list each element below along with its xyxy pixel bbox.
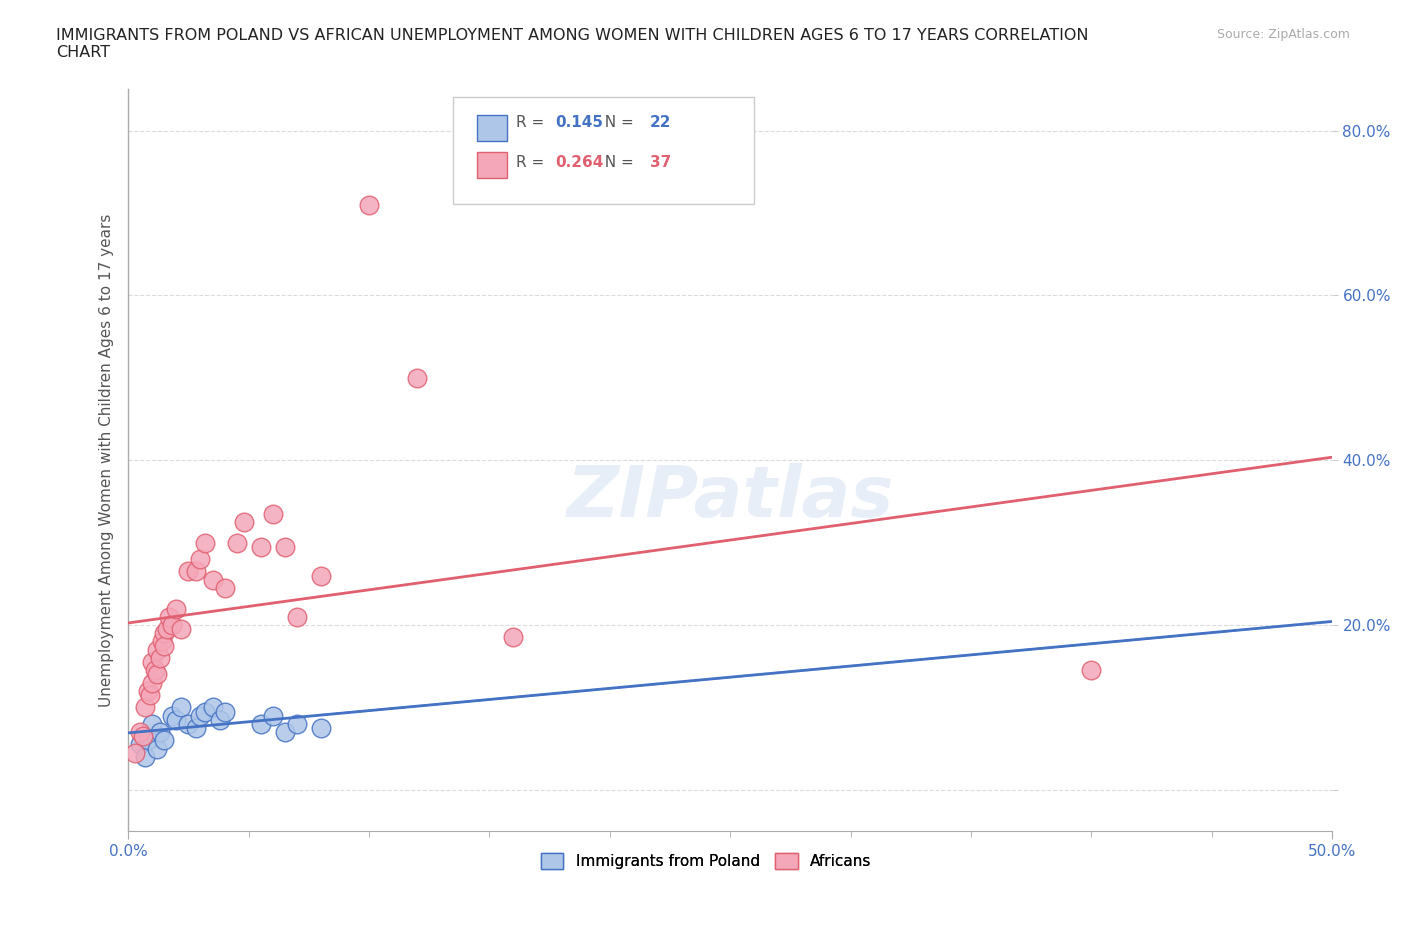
Point bbox=[139, 687, 162, 702]
Point bbox=[165, 601, 187, 616]
Text: 0.145: 0.145 bbox=[555, 115, 603, 130]
Text: R =: R = bbox=[516, 154, 548, 169]
Point bbox=[274, 724, 297, 739]
Point bbox=[232, 514, 254, 529]
Point bbox=[214, 704, 236, 719]
Point bbox=[406, 370, 429, 385]
Point bbox=[134, 750, 156, 764]
Point bbox=[190, 709, 212, 724]
Text: Source: ZipAtlas.com: Source: ZipAtlas.com bbox=[1216, 28, 1350, 41]
Point bbox=[134, 700, 156, 715]
Point bbox=[285, 609, 308, 624]
Text: N =: N = bbox=[595, 154, 638, 169]
Point bbox=[201, 700, 224, 715]
Point bbox=[146, 667, 169, 682]
Point bbox=[208, 712, 231, 727]
Point bbox=[309, 568, 332, 583]
Point bbox=[249, 716, 271, 731]
Point bbox=[262, 506, 284, 521]
Point bbox=[214, 580, 236, 595]
FancyBboxPatch shape bbox=[478, 115, 508, 141]
Point bbox=[129, 724, 152, 739]
Point bbox=[136, 684, 159, 698]
Point bbox=[225, 535, 247, 550]
Point bbox=[124, 745, 146, 760]
Point bbox=[274, 539, 297, 554]
Point bbox=[150, 634, 173, 649]
Point bbox=[156, 621, 179, 636]
Point bbox=[285, 716, 308, 731]
Point bbox=[131, 729, 153, 744]
Point bbox=[177, 564, 200, 578]
Point bbox=[129, 737, 152, 752]
Text: 0.264: 0.264 bbox=[555, 154, 605, 169]
Point bbox=[148, 724, 170, 739]
Point bbox=[143, 663, 166, 678]
Text: 22: 22 bbox=[650, 115, 671, 130]
Point bbox=[136, 733, 159, 748]
Point bbox=[153, 733, 176, 748]
Point bbox=[184, 564, 207, 578]
Point bbox=[190, 551, 212, 566]
Y-axis label: Unemployment Among Women with Children Ages 6 to 17 years: Unemployment Among Women with Children A… bbox=[100, 214, 114, 707]
Point bbox=[201, 572, 224, 587]
Point bbox=[1080, 663, 1102, 678]
Text: ZIPatlas: ZIPatlas bbox=[567, 463, 894, 532]
FancyBboxPatch shape bbox=[453, 97, 754, 205]
Point bbox=[194, 704, 217, 719]
Point bbox=[170, 621, 193, 636]
Point bbox=[141, 655, 163, 670]
Text: R =: R = bbox=[516, 115, 548, 130]
Point bbox=[146, 643, 169, 658]
Point bbox=[141, 675, 163, 690]
Point bbox=[165, 712, 187, 727]
Point bbox=[357, 197, 380, 212]
Point bbox=[160, 618, 183, 632]
Point bbox=[141, 716, 163, 731]
Text: 37: 37 bbox=[650, 154, 671, 169]
Point bbox=[157, 609, 180, 624]
Point bbox=[153, 638, 176, 653]
Point bbox=[177, 716, 200, 731]
Point bbox=[194, 535, 217, 550]
Point bbox=[170, 700, 193, 715]
Point bbox=[262, 709, 284, 724]
Point bbox=[153, 626, 176, 641]
Point bbox=[309, 721, 332, 736]
Legend: Immigrants from Poland, Africans: Immigrants from Poland, Africans bbox=[534, 847, 877, 875]
Point bbox=[184, 721, 207, 736]
Point bbox=[160, 709, 183, 724]
Point bbox=[249, 539, 271, 554]
Point bbox=[146, 741, 169, 756]
Point bbox=[148, 650, 170, 665]
FancyBboxPatch shape bbox=[478, 153, 508, 179]
Text: IMMIGRANTS FROM POLAND VS AFRICAN UNEMPLOYMENT AMONG WOMEN WITH CHILDREN AGES 6 : IMMIGRANTS FROM POLAND VS AFRICAN UNEMPL… bbox=[56, 28, 1088, 60]
Text: N =: N = bbox=[595, 115, 638, 130]
Point bbox=[502, 630, 524, 644]
